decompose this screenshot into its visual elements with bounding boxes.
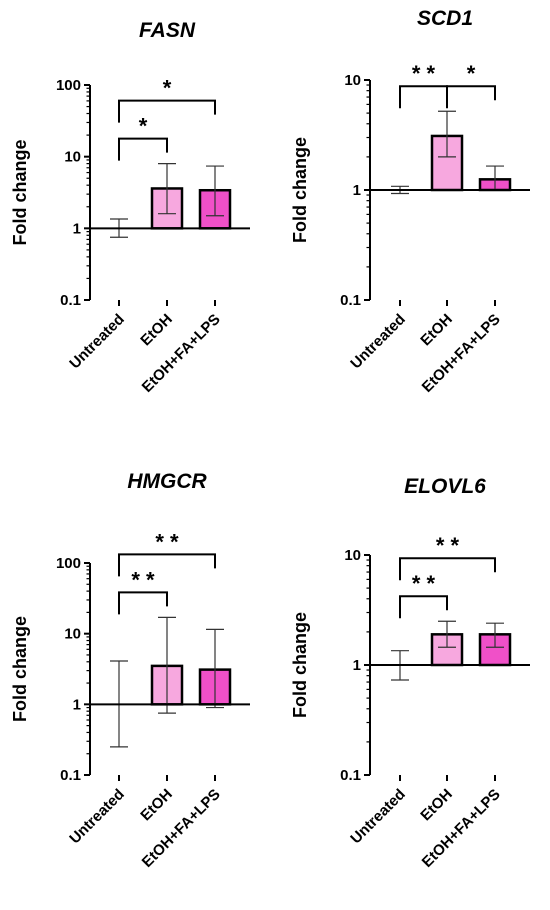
significance-bracket	[446, 85, 496, 109]
y-tick-label: 100	[56, 77, 81, 94]
y-tick-label: 0.1	[340, 767, 361, 784]
chart-title: HMGCR	[127, 470, 207, 493]
y-tick-label: 0.1	[340, 292, 361, 309]
y-axis-label: Fold change	[10, 139, 30, 245]
x-category-label: Untreated	[66, 311, 128, 373]
chart-title: SCD1	[417, 7, 473, 30]
significance-label: * *	[412, 571, 436, 596]
y-tick-label: 10	[344, 72, 361, 89]
y-tick-label: 10	[64, 626, 81, 643]
significance-label: * *	[131, 567, 155, 592]
significance-bracket	[399, 85, 448, 109]
significance-label: * *	[155, 529, 179, 554]
y-tick-label: 100	[56, 555, 81, 572]
significance-label: *	[139, 114, 148, 139]
significance-label: * *	[412, 61, 436, 86]
y-axis-label: Fold change	[290, 137, 310, 243]
significance-label: *	[163, 76, 172, 101]
significance-bracket	[118, 137, 168, 161]
chart-title: FASN	[139, 19, 196, 42]
y-axis-label: Fold change	[10, 616, 30, 722]
significance-label: * *	[436, 533, 460, 558]
y-tick-label: 0.1	[60, 767, 81, 784]
y-tick-label: 10	[64, 149, 81, 166]
y-tick-label: 10	[344, 547, 361, 564]
x-category-label: EtOH	[137, 311, 176, 350]
x-category-label: EtOH	[417, 311, 456, 350]
x-category-label: EtOH	[137, 786, 176, 825]
x-category-label: Untreated	[347, 786, 409, 848]
significance-bracket	[399, 557, 496, 581]
y-tick-label: 1	[73, 696, 81, 713]
x-category-label: Untreated	[66, 786, 128, 848]
significance-bracket	[118, 591, 168, 615]
significance-bracket	[399, 595, 448, 619]
y-tick-label: 1	[73, 220, 81, 237]
y-tick-label: 0.1	[60, 292, 81, 309]
x-category-label: EtOH	[417, 786, 456, 825]
significance-label: *	[467, 61, 476, 86]
x-category-label: Untreated	[347, 311, 409, 373]
y-axis-label: Fold change	[290, 612, 310, 718]
y-tick-label: 1	[353, 182, 361, 199]
chart-title: ELOVL6	[404, 475, 486, 498]
significance-bracket	[118, 553, 216, 577]
significance-bracket	[118, 99, 216, 123]
y-tick-label: 1	[353, 657, 361, 674]
